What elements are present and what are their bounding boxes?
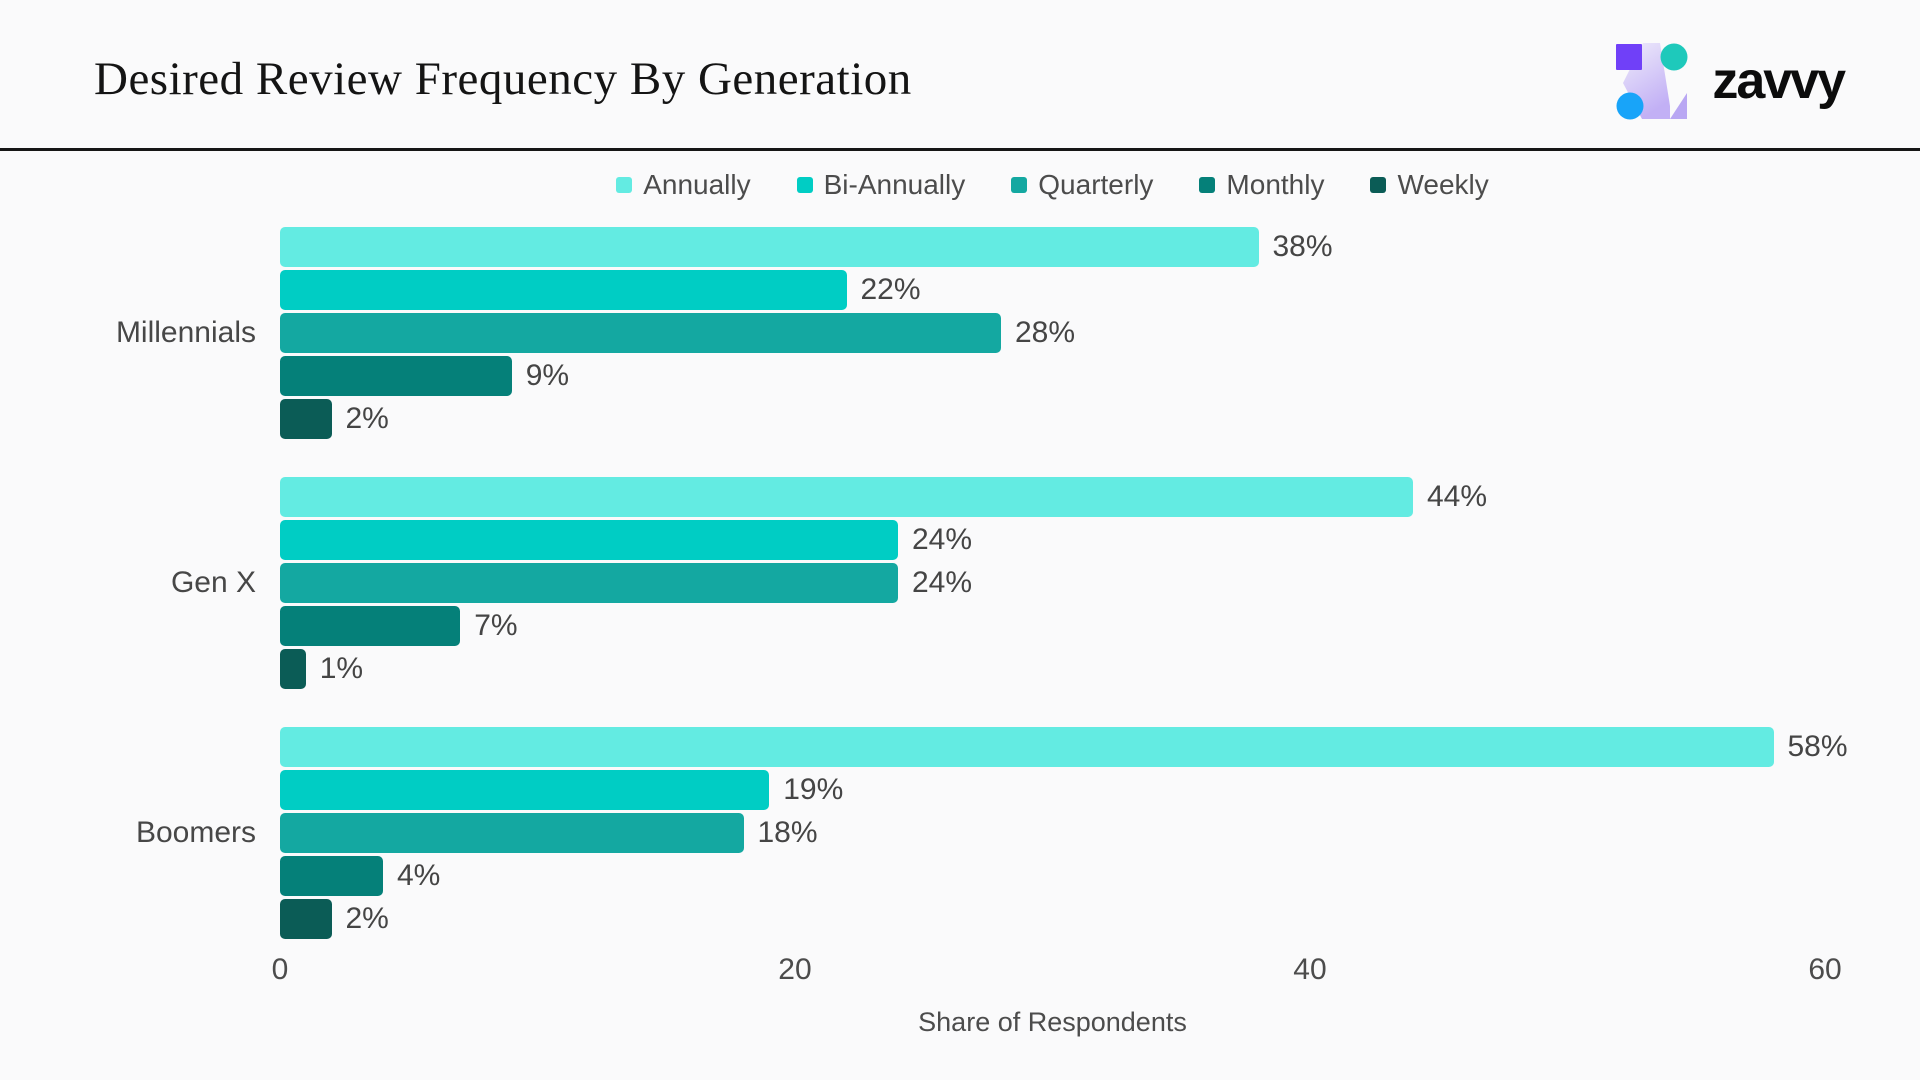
- chart-legend: Annually Bi-Annually Quarterly Monthly Weekl…: [280, 167, 1825, 203]
- x-tick-label: 20: [778, 953, 812, 986]
- bar-monthly: [280, 856, 383, 896]
- bar-row: 18%: [280, 813, 1825, 853]
- logo-circle-blue: [1616, 92, 1644, 120]
- x-axis: 0 20 40 60: [272, 953, 1842, 991]
- legend-swatch-icon: [1370, 177, 1387, 193]
- bar-value-label: 18%: [757, 816, 818, 849]
- bar-quarterly: [280, 313, 1001, 353]
- logo-triangle: [1670, 93, 1688, 119]
- bar-stack: 44% 24% 24% 7% 1%: [280, 477, 1825, 689]
- header: Desired Review Frequency By Generation z…: [0, 0, 1920, 151]
- bar-bi-annually: [280, 270, 847, 310]
- bar-group-boomers: Boomers 58% 19% 18% 4% 2%: [0, 727, 1920, 939]
- bar-row: 24%: [280, 520, 1825, 560]
- legend-item-weekly: Weekly: [1370, 169, 1489, 201]
- bar-value-label: 44%: [1427, 480, 1488, 513]
- bar-row: 58%: [280, 727, 1848, 767]
- bar-value-label: 38%: [1272, 230, 1333, 263]
- bar-value-label: 1%: [319, 652, 364, 685]
- bar-row: 9%: [280, 356, 1825, 396]
- brand-logo: zavvy: [1614, 42, 1846, 120]
- brand-wordmark: zavvy: [1712, 52, 1846, 110]
- bar-row: 24%: [280, 563, 1825, 603]
- bar-row: 2%: [280, 899, 1825, 939]
- bar-value-label: 28%: [1015, 316, 1076, 349]
- bar-value-label: 22%: [860, 273, 921, 306]
- bar-value-label: 4%: [397, 859, 441, 892]
- bar-value-label: 9%: [525, 359, 570, 392]
- bar-annually: [280, 477, 1413, 517]
- bar-value-label: 24%: [912, 566, 973, 599]
- legend-label: Monthly: [1226, 169, 1325, 200]
- bar-monthly: [280, 606, 461, 646]
- legend-item-annually: Annually: [616, 169, 751, 201]
- bar-row: 7%: [280, 606, 1825, 646]
- bar-row: 4%: [280, 856, 1825, 896]
- category-label: Millennials: [115, 316, 256, 349]
- category-label: Gen X: [170, 566, 256, 599]
- bar-row: 1%: [280, 649, 1825, 689]
- legend-label: Bi-Annually: [823, 169, 966, 200]
- legend-swatch-icon: [616, 177, 633, 193]
- bar-stack: 58% 19% 18% 4% 2%: [280, 727, 1848, 939]
- bar-row: 2%: [280, 399, 1825, 439]
- bar-group-gen-x: Gen X 44% 24% 24% 7% 1%: [0, 477, 1920, 689]
- legend-item-quarterly: Quarterly: [1011, 169, 1153, 201]
- legend-label: Weekly: [1397, 169, 1489, 200]
- bar-value-label: 2%: [345, 402, 389, 435]
- page-title: Desired Review Frequency By Generation: [94, 53, 912, 105]
- x-tick-label: 40: [1293, 953, 1327, 986]
- legend-swatch-icon: [1011, 177, 1028, 193]
- bar-annually: [280, 227, 1259, 267]
- category-label: Boomers: [135, 816, 256, 849]
- bar-weekly: [280, 399, 332, 439]
- legend-item-monthly: Monthly: [1199, 169, 1324, 201]
- logo-square: [1616, 44, 1643, 70]
- bar-annually: [280, 727, 1774, 767]
- bar-value-label: 19%: [783, 773, 844, 806]
- x-axis-title: Share of Respondents: [918, 1007, 1187, 1037]
- legend-label: Annually: [643, 169, 751, 200]
- bar-row: 44%: [280, 477, 1825, 517]
- bar-bi-annually: [280, 770, 770, 810]
- bar-group-millennials: Millennials 38% 22% 28% 9% 2%: [0, 227, 1920, 439]
- legend-swatch-icon: [796, 177, 813, 193]
- bar-weekly: [280, 899, 332, 939]
- bar-value-label: 2%: [345, 902, 389, 935]
- bar-quarterly: [280, 813, 744, 853]
- bar-value-label: 7%: [474, 609, 518, 642]
- bar-monthly: [280, 356, 512, 396]
- bar-row: 22%: [280, 270, 1825, 310]
- zavvy-logo-icon: [1616, 43, 1688, 120]
- bar-bi-annually: [280, 520, 898, 560]
- x-tick-label: 0: [271, 953, 289, 986]
- legend-item-bi-annually: Bi-Annually: [796, 169, 966, 201]
- bar-weekly: [280, 649, 306, 689]
- bar-row: 38%: [280, 227, 1825, 267]
- bar-value-label: 58%: [1787, 730, 1848, 763]
- bar-row: 28%: [280, 313, 1825, 353]
- bar-value-label: 24%: [912, 523, 973, 556]
- bar-row: 19%: [280, 770, 1825, 810]
- bar-stack: 38% 22% 28% 9% 2%: [280, 227, 1825, 439]
- legend-swatch-icon: [1199, 177, 1216, 193]
- bar-chart: Millennials 38% 22% 28% 9% 2% Gen X 44% 24% 24% 7%…: [0, 227, 1920, 939]
- x-tick-label: 60: [1808, 953, 1842, 986]
- legend-label: Quarterly: [1038, 169, 1154, 200]
- logo-circle-teal: [1660, 43, 1688, 71]
- bar-quarterly: [280, 563, 898, 603]
